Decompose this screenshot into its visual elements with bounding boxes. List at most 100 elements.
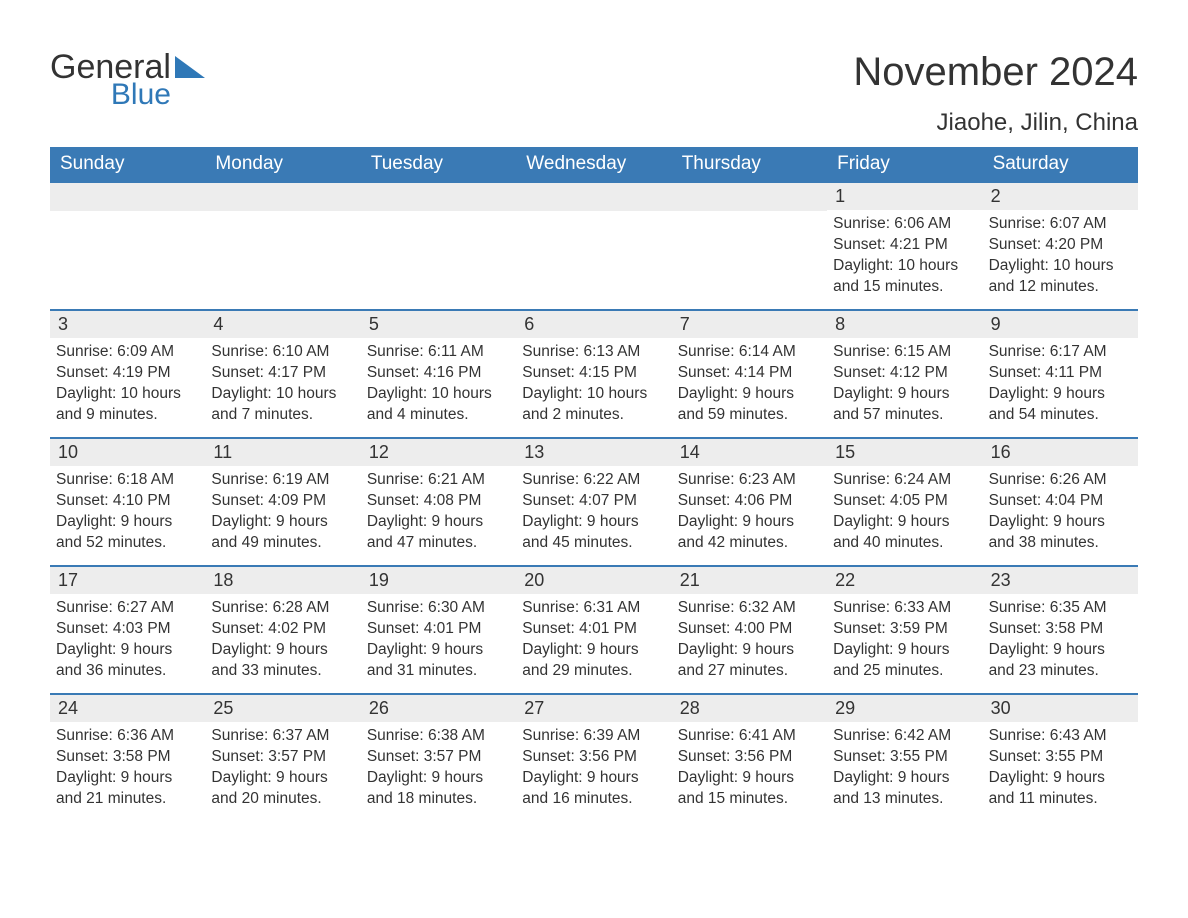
sunset-line: Sunset: 4:03 PM [56, 619, 199, 640]
day-info: Sunrise: 6:41 AMSunset: 3:56 PMDaylight:… [672, 722, 827, 816]
day-number: 8 [827, 311, 982, 338]
daylight-line: Daylight: 10 hours and 4 minutes. [367, 384, 510, 426]
day-number: 21 [672, 567, 827, 594]
sunrise-line: Sunrise: 6:21 AM [367, 470, 510, 491]
daylight-line: Daylight: 9 hours and 25 minutes. [833, 640, 976, 682]
day-cell: 29Sunrise: 6:42 AMSunset: 3:55 PMDayligh… [827, 695, 982, 821]
day-number: 9 [983, 311, 1138, 338]
day-number: 26 [361, 695, 516, 722]
daylight-line: Daylight: 10 hours and 2 minutes. [522, 384, 665, 426]
week-row: 10Sunrise: 6:18 AMSunset: 4:10 PMDayligh… [50, 437, 1138, 565]
day-info: Sunrise: 6:14 AMSunset: 4:14 PMDaylight:… [672, 338, 827, 432]
sunrise-line: Sunrise: 6:06 AM [833, 214, 976, 235]
sunset-line: Sunset: 3:55 PM [833, 747, 976, 768]
day-info: Sunrise: 6:24 AMSunset: 4:05 PMDaylight:… [827, 466, 982, 560]
day-cell: 18Sunrise: 6:28 AMSunset: 4:02 PMDayligh… [205, 567, 360, 693]
sunset-line: Sunset: 4:17 PM [211, 363, 354, 384]
daylight-line: Daylight: 9 hours and 20 minutes. [211, 768, 354, 810]
day-cell: 22Sunrise: 6:33 AMSunset: 3:59 PMDayligh… [827, 567, 982, 693]
week-row: 3Sunrise: 6:09 AMSunset: 4:19 PMDaylight… [50, 309, 1138, 437]
sunset-line: Sunset: 4:07 PM [522, 491, 665, 512]
sunset-line: Sunset: 3:58 PM [989, 619, 1132, 640]
day-cell: 7Sunrise: 6:14 AMSunset: 4:14 PMDaylight… [672, 311, 827, 437]
day-cell: 20Sunrise: 6:31 AMSunset: 4:01 PMDayligh… [516, 567, 671, 693]
sunset-line: Sunset: 4:14 PM [678, 363, 821, 384]
day-info: Sunrise: 6:43 AMSunset: 3:55 PMDaylight:… [983, 722, 1138, 816]
day-info: Sunrise: 6:11 AMSunset: 4:16 PMDaylight:… [361, 338, 516, 432]
daylight-line: Daylight: 9 hours and 31 minutes. [367, 640, 510, 682]
sunset-line: Sunset: 4:15 PM [522, 363, 665, 384]
sunrise-line: Sunrise: 6:15 AM [833, 342, 976, 363]
sunrise-line: Sunrise: 6:37 AM [211, 726, 354, 747]
week-row: 1Sunrise: 6:06 AMSunset: 4:21 PMDaylight… [50, 181, 1138, 309]
weekday-header: Monday [205, 147, 360, 181]
day-cell: 30Sunrise: 6:43 AMSunset: 3:55 PMDayligh… [983, 695, 1138, 821]
day-number: 19 [361, 567, 516, 594]
day-cell: 12Sunrise: 6:21 AMSunset: 4:08 PMDayligh… [361, 439, 516, 565]
daylight-line: Daylight: 10 hours and 9 minutes. [56, 384, 199, 426]
day-info: Sunrise: 6:21 AMSunset: 4:08 PMDaylight:… [361, 466, 516, 560]
daylight-line: Daylight: 9 hours and 45 minutes. [522, 512, 665, 554]
day-info: Sunrise: 6:27 AMSunset: 4:03 PMDaylight:… [50, 594, 205, 688]
day-cell [672, 183, 827, 309]
daylight-line: Daylight: 10 hours and 7 minutes. [211, 384, 354, 426]
day-number: 12 [361, 439, 516, 466]
day-cell: 27Sunrise: 6:39 AMSunset: 3:56 PMDayligh… [516, 695, 671, 821]
sunrise-line: Sunrise: 6:11 AM [367, 342, 510, 363]
daylight-line: Daylight: 9 hours and 18 minutes. [367, 768, 510, 810]
daylight-line: Daylight: 10 hours and 15 minutes. [833, 256, 976, 298]
sunset-line: Sunset: 3:59 PM [833, 619, 976, 640]
sunrise-line: Sunrise: 6:42 AM [833, 726, 976, 747]
daylight-line: Daylight: 9 hours and 52 minutes. [56, 512, 199, 554]
day-number: 20 [516, 567, 671, 594]
day-info: Sunrise: 6:28 AMSunset: 4:02 PMDaylight:… [205, 594, 360, 688]
daylight-line: Daylight: 9 hours and 15 minutes. [678, 768, 821, 810]
day-number: 14 [672, 439, 827, 466]
day-cell: 6Sunrise: 6:13 AMSunset: 4:15 PMDaylight… [516, 311, 671, 437]
daylight-line: Daylight: 9 hours and 54 minutes. [989, 384, 1132, 426]
day-info: Sunrise: 6:39 AMSunset: 3:56 PMDaylight:… [516, 722, 671, 816]
sunset-line: Sunset: 4:04 PM [989, 491, 1132, 512]
sunrise-line: Sunrise: 6:24 AM [833, 470, 976, 491]
weekday-header: Tuesday [361, 147, 516, 181]
sunset-line: Sunset: 4:02 PM [211, 619, 354, 640]
logo-text: General Blue [50, 50, 171, 110]
day-number: 4 [205, 311, 360, 338]
day-cell: 24Sunrise: 6:36 AMSunset: 3:58 PMDayligh… [50, 695, 205, 821]
sunset-line: Sunset: 3:55 PM [989, 747, 1132, 768]
sunrise-line: Sunrise: 6:18 AM [56, 470, 199, 491]
day-info: Sunrise: 6:13 AMSunset: 4:15 PMDaylight:… [516, 338, 671, 432]
sunset-line: Sunset: 4:06 PM [678, 491, 821, 512]
weekday-header-row: SundayMondayTuesdayWednesdayThursdayFrid… [50, 147, 1138, 181]
weekday-header: Sunday [50, 147, 205, 181]
sunrise-line: Sunrise: 6:14 AM [678, 342, 821, 363]
day-cell [205, 183, 360, 309]
sunrise-line: Sunrise: 6:39 AM [522, 726, 665, 747]
day-cell: 19Sunrise: 6:30 AMSunset: 4:01 PMDayligh… [361, 567, 516, 693]
day-number: 10 [50, 439, 205, 466]
sunrise-line: Sunrise: 6:35 AM [989, 598, 1132, 619]
weekday-header: Friday [827, 147, 982, 181]
sunset-line: Sunset: 3:56 PM [522, 747, 665, 768]
day-info: Sunrise: 6:17 AMSunset: 4:11 PMDaylight:… [983, 338, 1138, 432]
sunset-line: Sunset: 4:21 PM [833, 235, 976, 256]
sunrise-line: Sunrise: 6:36 AM [56, 726, 199, 747]
sunrise-line: Sunrise: 6:28 AM [211, 598, 354, 619]
day-number-empty [672, 183, 827, 211]
week-row: 24Sunrise: 6:36 AMSunset: 3:58 PMDayligh… [50, 693, 1138, 821]
day-info: Sunrise: 6:09 AMSunset: 4:19 PMDaylight:… [50, 338, 205, 432]
day-number-empty [516, 183, 671, 211]
daylight-line: Daylight: 9 hours and 40 minutes. [833, 512, 976, 554]
weekday-header: Wednesday [516, 147, 671, 181]
sunrise-line: Sunrise: 6:22 AM [522, 470, 665, 491]
day-info: Sunrise: 6:06 AMSunset: 4:21 PMDaylight:… [827, 210, 982, 304]
day-cell: 11Sunrise: 6:19 AMSunset: 4:09 PMDayligh… [205, 439, 360, 565]
day-number: 6 [516, 311, 671, 338]
daylight-line: Daylight: 9 hours and 38 minutes. [989, 512, 1132, 554]
sunrise-line: Sunrise: 6:09 AM [56, 342, 199, 363]
header: General Blue November 2024 Jiaohe, Jilin… [50, 50, 1138, 137]
weekday-header: Saturday [983, 147, 1138, 181]
day-info: Sunrise: 6:23 AMSunset: 4:06 PMDaylight:… [672, 466, 827, 560]
sunset-line: Sunset: 4:09 PM [211, 491, 354, 512]
sunset-line: Sunset: 4:08 PM [367, 491, 510, 512]
